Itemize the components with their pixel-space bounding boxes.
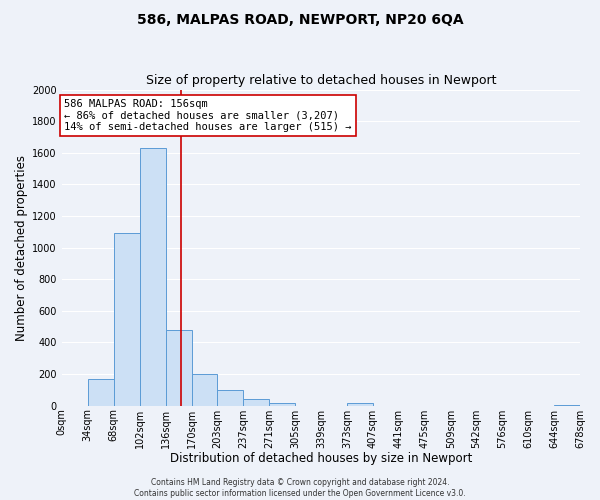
Text: 586, MALPAS ROAD, NEWPORT, NP20 6QA: 586, MALPAS ROAD, NEWPORT, NP20 6QA xyxy=(137,12,463,26)
Bar xyxy=(269,402,295,406)
Bar xyxy=(140,148,166,406)
Bar xyxy=(191,374,217,406)
Bar xyxy=(554,405,580,406)
Bar xyxy=(347,404,373,406)
Bar xyxy=(88,379,113,406)
Bar xyxy=(243,400,269,406)
Text: Contains HM Land Registry data © Crown copyright and database right 2024.
Contai: Contains HM Land Registry data © Crown c… xyxy=(134,478,466,498)
Text: 586 MALPAS ROAD: 156sqm
← 86% of detached houses are smaller (3,207)
14% of semi: 586 MALPAS ROAD: 156sqm ← 86% of detache… xyxy=(64,99,352,132)
Bar xyxy=(113,234,140,406)
X-axis label: Distribution of detached houses by size in Newport: Distribution of detached houses by size … xyxy=(170,452,472,465)
Y-axis label: Number of detached properties: Number of detached properties xyxy=(15,154,28,340)
Bar xyxy=(217,390,243,406)
Title: Size of property relative to detached houses in Newport: Size of property relative to detached ho… xyxy=(146,74,496,87)
Bar xyxy=(166,330,191,406)
